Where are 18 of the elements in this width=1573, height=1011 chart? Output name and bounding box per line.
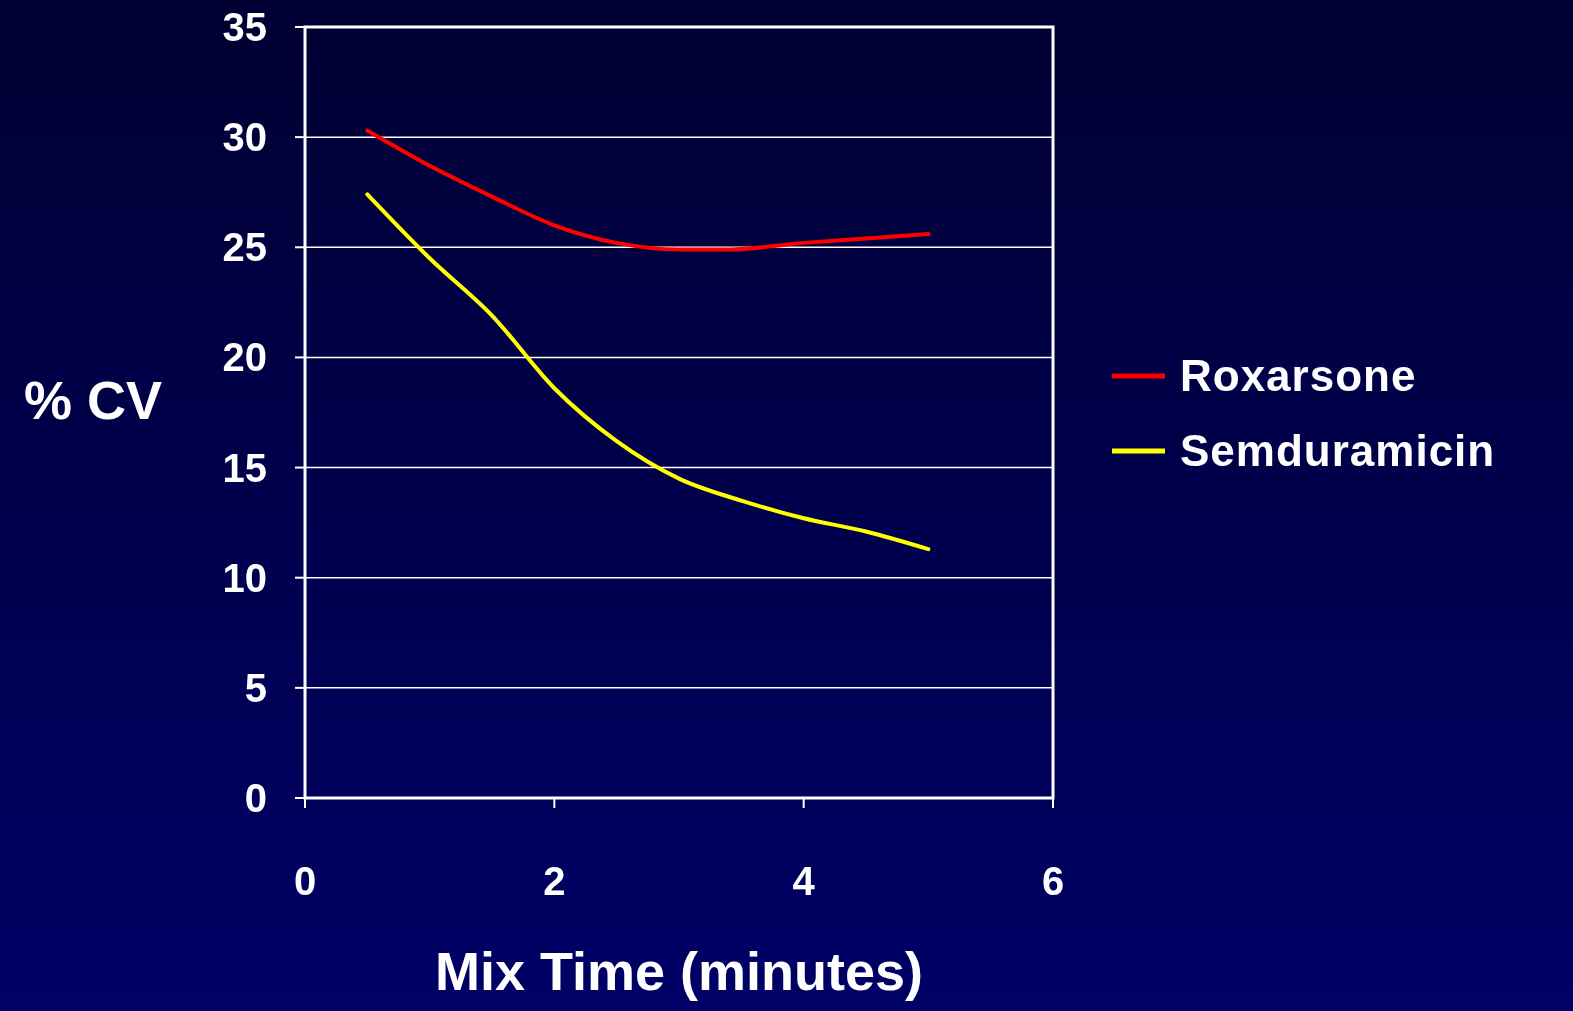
y-tick-label: 30 <box>222 115 267 160</box>
x-tick-label: 0 <box>293 859 317 903</box>
y-tick-label: 25 <box>222 225 267 270</box>
y-tick-label: 0 <box>244 776 267 820</box>
x-tick-label: 2 <box>543 859 566 903</box>
x-tick-label: 6 <box>1041 859 1065 903</box>
legend-label: Roxarsone <box>1180 351 1417 401</box>
legend-label: Semduramicin <box>1180 426 1496 476</box>
y-tick-label: 10 <box>222 555 267 600</box>
y-tick-label: 5 <box>244 665 267 710</box>
x-tick-label: 4 <box>792 859 816 903</box>
y-tick-label: 15 <box>222 445 267 490</box>
y-tick-label: 20 <box>222 335 267 380</box>
y-axis-title: % CV <box>23 369 163 430</box>
y-tick-label: 35 <box>222 5 267 49</box>
x-axis-title: Mix Time (minutes) <box>434 941 924 1001</box>
line-series <box>365 192 931 552</box>
line-series <box>365 128 931 252</box>
